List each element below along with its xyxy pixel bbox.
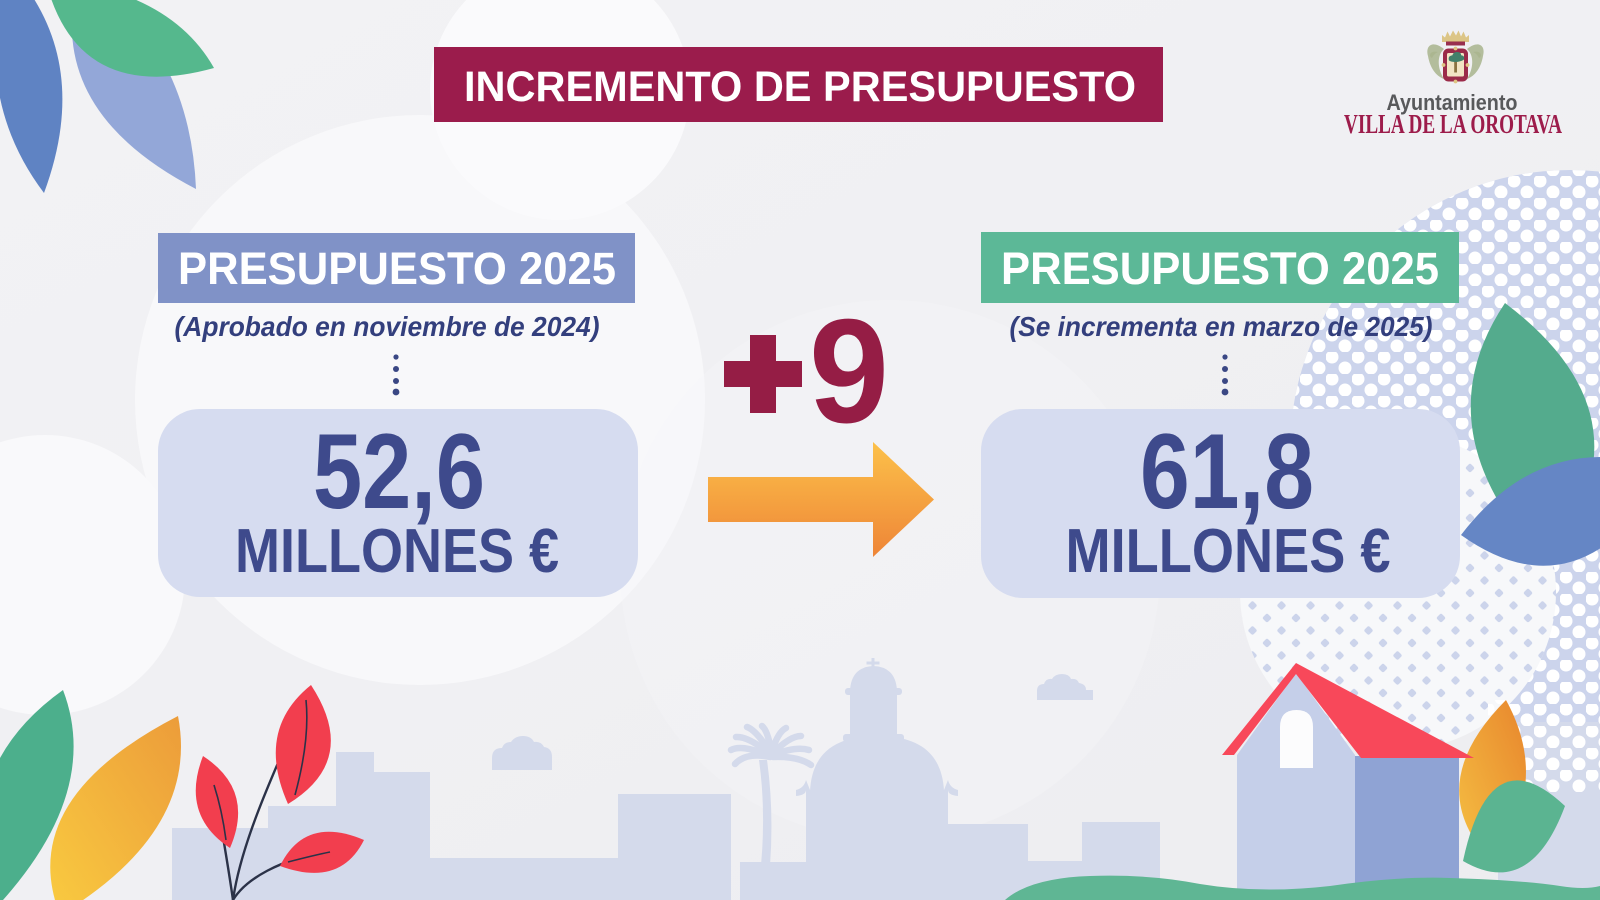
svg-text:PRESUPUESTO 2025: PRESUPUESTO 2025 xyxy=(1001,243,1439,294)
svg-text:52,6: 52,6 xyxy=(313,411,485,531)
svg-text:MILLONES €: MILLONES € xyxy=(1066,517,1391,586)
svg-text:VILLA DE LA OROTAVA: VILLA DE LA OROTAVA xyxy=(1344,109,1562,139)
svg-text:(Se incrementa en marzo de 202: (Se incrementa en marzo de 2025) xyxy=(1010,311,1433,342)
svg-text:INCREMENTO DE PRESUPUESTO: INCREMENTO DE PRESUPUESTO xyxy=(464,63,1136,111)
svg-text:9: 9 xyxy=(809,289,889,454)
svg-text:(Aprobado en noviembre de 2024: (Aprobado en noviembre de 2024) xyxy=(175,311,600,342)
svg-text:PRESUPUESTO 2025: PRESUPUESTO 2025 xyxy=(178,243,616,294)
svg-text:MILLONES €: MILLONES € xyxy=(235,517,559,586)
svg-text:61,8: 61,8 xyxy=(1140,411,1314,531)
svg-text:Ayuntamiento: Ayuntamiento xyxy=(1387,90,1518,115)
